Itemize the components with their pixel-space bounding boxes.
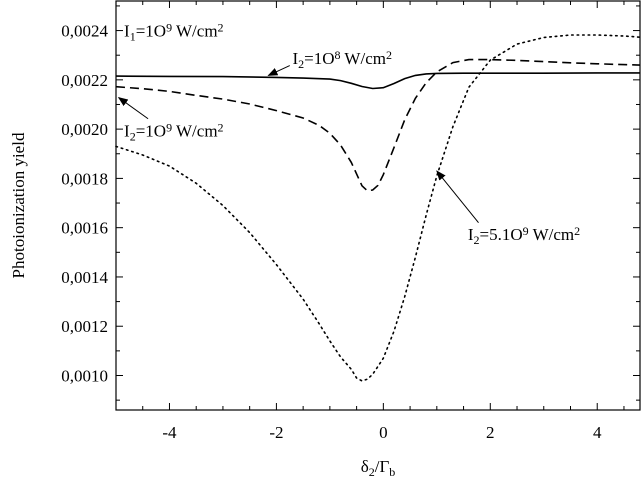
axis-titles: δ2/Γb Photoionization yield xyxy=(9,132,395,479)
x-axis-title: δ2/Γb xyxy=(361,457,396,479)
annotation-arrow xyxy=(436,170,479,224)
y-tick-label: 0,0018 xyxy=(61,169,108,188)
x-tick-label: -2 xyxy=(269,423,283,442)
x-tick-label: 4 xyxy=(593,423,602,442)
annotation-label: I2=5.1O9 W/cm2 xyxy=(468,224,580,247)
annotation-arrow xyxy=(117,96,149,120)
y-tick-label: 0,0012 xyxy=(61,317,108,336)
y-tick-label: 0,0022 xyxy=(61,71,108,90)
x-tick-label: 2 xyxy=(486,423,495,442)
annotation-arrow xyxy=(267,65,290,76)
annotation-label: I2=1O8 W/cm2 xyxy=(292,48,392,71)
annotation-layer: I1=1O9 W/cm2 I2=1O8 W/cm2 I2=1O9 W/cm2 I2=5… xyxy=(117,20,580,247)
y-tick-label: 0,0014 xyxy=(61,268,108,287)
y-tick-label: 0,0024 xyxy=(61,22,108,41)
annotation-label: I2=1O9 W/cm2 xyxy=(124,120,224,143)
series-line-solid xyxy=(115,72,640,90)
y-tick-label: 0,0010 xyxy=(61,367,108,386)
series-layer xyxy=(115,34,641,382)
x-tick-label: -4 xyxy=(162,423,177,442)
plot-border xyxy=(115,0,641,411)
annotation-label: I1=1O9 W/cm2 xyxy=(124,20,224,43)
x-tick-label: 0 xyxy=(379,423,388,442)
x-axis-ticks: -4 -2 0 2 4 xyxy=(115,1,625,442)
y-tick-label: 0,0016 xyxy=(61,219,108,238)
plot-frame xyxy=(115,0,641,411)
series-line-dotted xyxy=(115,34,641,382)
y-axis-title: Photoionization yield xyxy=(9,132,28,278)
series-line-dashed xyxy=(115,58,641,192)
y-axis-ticks: 0,0010 0,0012 0,0014 0,0016 0,0018 0,0020 0,00… xyxy=(61,5,640,401)
y-tick-label: 0,0020 xyxy=(61,120,108,139)
